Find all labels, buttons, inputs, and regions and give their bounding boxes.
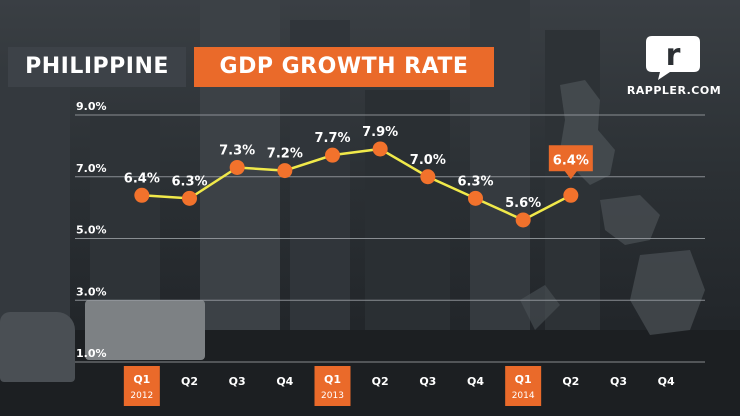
x-tick-label: Q1 xyxy=(324,373,341,386)
data-point xyxy=(134,187,150,203)
data-label: 7.7% xyxy=(314,131,350,146)
x-tick-label: Q2 xyxy=(372,375,389,388)
x-tick-label: Q2 xyxy=(181,375,198,388)
highlight-callout xyxy=(548,145,593,180)
y-tick-label: 1.0% xyxy=(76,347,107,360)
data-point xyxy=(372,141,388,157)
title-philippine: PHILIPPINE xyxy=(8,47,186,87)
x-tick-label: Q3 xyxy=(610,375,627,388)
data-point xyxy=(229,159,245,175)
background-vehicle xyxy=(85,300,205,360)
x-tick-label: Q4 xyxy=(276,375,293,388)
data-point xyxy=(325,147,340,163)
data-label: 6.3% xyxy=(171,174,207,189)
data-label: 7.2% xyxy=(267,147,303,162)
background-car xyxy=(0,312,75,382)
x-year-label: 2012 xyxy=(130,391,153,401)
x-tick-label: Q4 xyxy=(658,375,675,388)
svg-text:r: r xyxy=(666,38,681,73)
x-tick-label: Q4 xyxy=(467,375,484,388)
x-tick-label: Q2 xyxy=(562,375,579,388)
data-point xyxy=(468,190,483,206)
x-tick-label: Q1 xyxy=(515,373,532,386)
x-tick-label: Q3 xyxy=(419,375,436,388)
x-tick-label: Q1 xyxy=(133,373,150,386)
data-label: 7.9% xyxy=(362,125,398,140)
series-line xyxy=(141,147,572,222)
y-tick-label: 5.0% xyxy=(76,224,107,237)
y-tick-label: 3.0% xyxy=(76,285,107,298)
x-highlight-box xyxy=(505,366,542,406)
data-point xyxy=(277,163,293,179)
data-label: 6.4% xyxy=(124,171,160,186)
data-point xyxy=(420,169,436,185)
data-point xyxy=(563,187,579,203)
data-point xyxy=(182,190,197,206)
data-label: 7.3% xyxy=(219,143,255,158)
data-label: 7.0% xyxy=(410,153,446,168)
y-tick-label: 9.0% xyxy=(76,100,107,113)
rappler-logo-icon: r xyxy=(646,36,700,80)
x-highlight-box xyxy=(123,366,160,406)
x-tick-label: Q3 xyxy=(229,375,246,388)
data-label: 6.3% xyxy=(457,174,493,189)
y-tick-label: 7.0% xyxy=(76,162,107,175)
x-highlight-box xyxy=(314,366,351,406)
x-year-label: 2014 xyxy=(512,391,535,401)
title-gdp-growth-rate: GDP GROWTH RATE xyxy=(194,47,494,87)
brand-name: RAPPLER.COM xyxy=(626,84,722,97)
data-label: 6.4% xyxy=(553,153,589,168)
x-year-label: 2013 xyxy=(321,391,344,401)
data-label: 5.6% xyxy=(505,196,541,211)
data-point xyxy=(515,212,531,228)
